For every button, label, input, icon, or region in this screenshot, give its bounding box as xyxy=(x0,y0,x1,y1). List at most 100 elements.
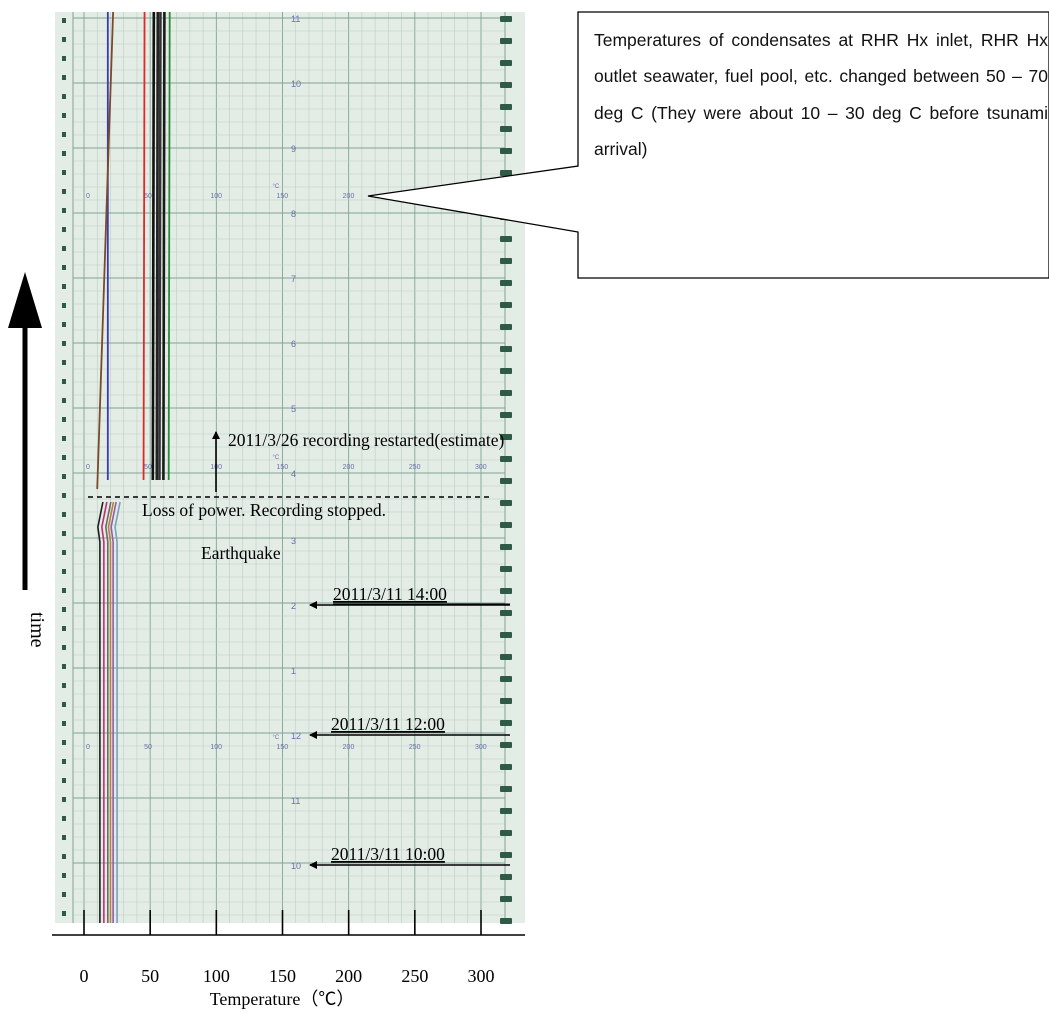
x-tick-label: 250 xyxy=(401,966,428,986)
sprocket-hole-right xyxy=(500,632,512,638)
paper-scale-label: 0 xyxy=(86,464,90,471)
sprocket-hole-right xyxy=(500,808,512,814)
paper-scale-label: 300 xyxy=(475,744,487,751)
sprocket-hole-left xyxy=(62,75,66,80)
x-tick-label: 0 xyxy=(80,966,89,986)
series-trace-after xyxy=(155,11,160,481)
sprocket-hole-left xyxy=(62,227,66,232)
series-trace-before xyxy=(110,501,117,923)
restart-label: 2011/3/26 recording restarted(estimate) xyxy=(228,430,505,450)
earthquake-label: Earthquake xyxy=(201,543,281,563)
paper-scale-label: 200 xyxy=(343,193,355,200)
sprocket-hole-left xyxy=(62,246,66,251)
sprocket-hole-right xyxy=(500,302,512,308)
paper-hour-label: 9 xyxy=(291,144,296,154)
sprocket-hole-left xyxy=(62,797,66,802)
sprocket-hole-left xyxy=(62,417,66,422)
sprocket-hole-left xyxy=(62,398,66,403)
chart-series xyxy=(96,11,171,923)
sprocket-hole-right xyxy=(500,764,512,770)
sprocket-hole-right xyxy=(500,16,512,22)
sprocket-hole-right xyxy=(500,390,512,396)
sprocket-hole-right xyxy=(500,918,512,924)
paper-unit-label: °C xyxy=(273,455,280,461)
series-trace-after xyxy=(96,11,115,490)
sprocket-hole-left xyxy=(62,56,66,61)
sprocket-hole-left xyxy=(62,113,66,118)
sprocket-hole-right xyxy=(500,126,512,132)
x-tick-label: 100 xyxy=(203,966,230,986)
x-axis-title: Temperature（℃） xyxy=(210,989,355,1009)
sprocket-hole-left xyxy=(62,550,66,555)
sprocket-hole-right xyxy=(500,588,512,594)
series-trace-after xyxy=(142,11,146,481)
paper-hour-label: 6 xyxy=(291,339,296,349)
sprocket-hole-left xyxy=(62,645,66,650)
time-1200-label: 2011/3/11 12:00 xyxy=(331,714,445,734)
sprocket-hole-right xyxy=(500,654,512,660)
sprocket-hole-left xyxy=(62,322,66,327)
sprocket-hole-left xyxy=(62,436,66,441)
paper-scale-label: 150 xyxy=(277,193,289,200)
paper-scale-label: 250 xyxy=(409,744,421,751)
sprocket-hole-right xyxy=(500,786,512,792)
paper-hour-label: 10 xyxy=(291,79,301,89)
paper-unit-label: °C xyxy=(273,735,280,741)
series-trace-after xyxy=(162,11,166,481)
sprocket-hole-left xyxy=(62,816,66,821)
x-axis-ticks: 0 50 100 150 200 250 300 xyxy=(80,910,495,986)
sprocket-hole-left xyxy=(62,569,66,574)
paper-hour-label: 2 xyxy=(291,601,296,611)
series-trace-before xyxy=(114,501,121,923)
sprocket-hole-left xyxy=(62,873,66,878)
series-trace-before xyxy=(105,501,112,923)
sprocket-hole-right xyxy=(500,368,512,374)
sprocket-hole-left xyxy=(62,493,66,498)
sprocket-hole-left xyxy=(62,835,66,840)
sprocket-hole-left xyxy=(62,626,66,631)
sprocket-hole-left xyxy=(62,18,66,23)
sprocket-hole-right xyxy=(500,610,512,616)
sprocket-hole-right xyxy=(500,456,512,462)
sprocket-hole-left xyxy=(62,683,66,688)
paper-hour-label: 10 xyxy=(291,861,301,871)
paper-hour-label: 8 xyxy=(291,209,296,219)
sprocket-hole-right xyxy=(500,412,512,418)
series-trace-after xyxy=(167,11,171,481)
sprocket-hole-right xyxy=(500,104,512,110)
sprocket-hole-left xyxy=(62,303,66,308)
paper-scale-label: 0 xyxy=(86,193,90,200)
sprocket-hole-left xyxy=(62,607,66,612)
x-tick-label: 150 xyxy=(269,966,296,986)
paper-hour-label: 3 xyxy=(291,536,296,546)
sprocket-hole-left xyxy=(62,740,66,745)
sprocket-hole-right xyxy=(500,478,512,484)
sprocket-hole-left xyxy=(62,854,66,859)
power-loss-label: Loss of power. Recording stopped. xyxy=(142,500,386,520)
sprocket-hole-right xyxy=(500,544,512,550)
sprocket-hole-right xyxy=(500,38,512,44)
sprocket-hole-right xyxy=(500,676,512,682)
paper-scale-label: 150 xyxy=(277,464,289,471)
series-trace-after xyxy=(151,11,156,481)
paper-scale-label: 200 xyxy=(343,744,355,751)
sprocket-hole-right xyxy=(500,742,512,748)
sprocket-hole-right xyxy=(500,522,512,528)
paper-printed-scale: 050100150200250300°C050100150200250300°C… xyxy=(86,14,487,871)
paper-unit-label: °C xyxy=(273,184,280,190)
sprocket-hole-left xyxy=(62,94,66,99)
sprocket-hole-left xyxy=(62,360,66,365)
paper-scale-label: 50 xyxy=(144,193,152,200)
sprocket-hole-left xyxy=(62,531,66,536)
sprocket-hole-left xyxy=(62,778,66,783)
sprocket-hole-left xyxy=(62,341,66,346)
x-tick-label: 200 xyxy=(335,966,362,986)
paper-hour-label: 11 xyxy=(291,14,300,24)
series-trace-after xyxy=(158,11,162,481)
sprocket-hole-left xyxy=(62,189,66,194)
paper-scale-label: 0 xyxy=(86,744,90,751)
x-tick-label: 50 xyxy=(141,966,159,986)
paper-sprocket-holes xyxy=(62,16,512,924)
paper-hour-label: 4 xyxy=(291,469,296,479)
